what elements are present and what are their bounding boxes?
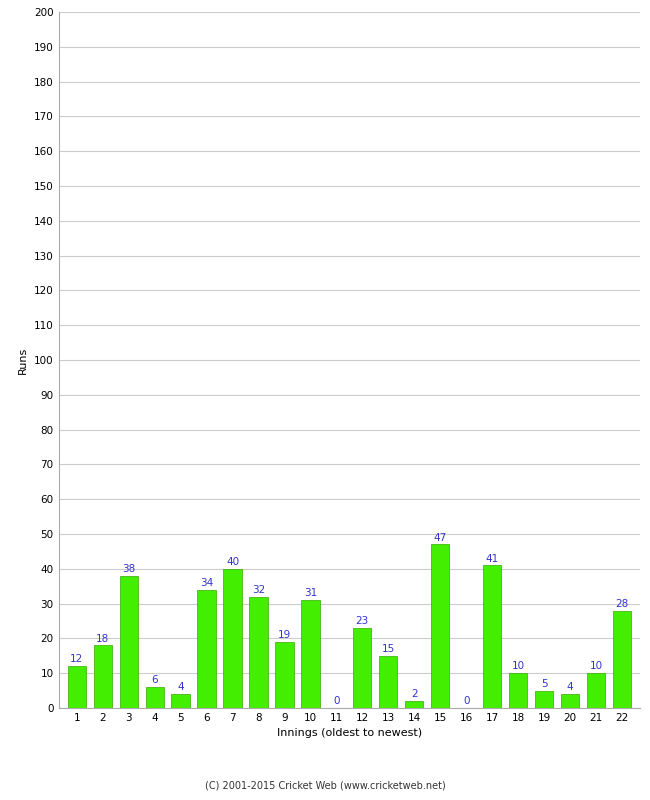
Text: 0: 0 [333,696,340,706]
Bar [509,674,527,708]
Text: 10: 10 [512,662,525,671]
Text: 15: 15 [382,644,395,654]
X-axis label: Innings (oldest to newest): Innings (oldest to newest) [277,729,422,738]
Text: 2: 2 [411,690,417,699]
Text: 18: 18 [96,634,109,644]
Text: 28: 28 [616,599,629,609]
Text: 31: 31 [304,588,317,598]
Bar [379,656,397,708]
Bar [172,694,190,708]
Text: (C) 2001-2015 Cricket Web (www.cricketweb.net): (C) 2001-2015 Cricket Web (www.cricketwe… [205,781,445,790]
Bar [224,569,242,708]
Text: 4: 4 [177,682,184,692]
Bar [94,646,112,708]
Text: 5: 5 [541,679,547,689]
Text: 4: 4 [567,682,573,692]
Bar [613,610,631,708]
Text: 23: 23 [356,616,369,626]
Bar [198,590,216,708]
Text: 32: 32 [252,585,265,595]
Bar [276,642,294,708]
Text: 6: 6 [151,675,158,686]
Text: 19: 19 [278,630,291,640]
Bar [250,597,268,708]
Text: 47: 47 [434,533,447,542]
Bar [120,576,138,708]
Text: 40: 40 [226,557,239,567]
Bar [302,600,320,708]
Bar [561,694,579,708]
Bar [431,545,449,708]
Bar [68,666,86,708]
Text: 10: 10 [590,662,603,671]
Bar [535,690,553,708]
Bar [405,701,423,708]
Text: 41: 41 [486,554,499,563]
Y-axis label: Runs: Runs [18,346,29,374]
Bar [483,566,501,708]
Text: 34: 34 [200,578,213,588]
Text: 12: 12 [70,654,83,665]
Bar [146,687,164,708]
Text: 0: 0 [463,696,469,706]
Bar [587,674,605,708]
Bar [353,628,371,708]
Text: 38: 38 [122,564,135,574]
